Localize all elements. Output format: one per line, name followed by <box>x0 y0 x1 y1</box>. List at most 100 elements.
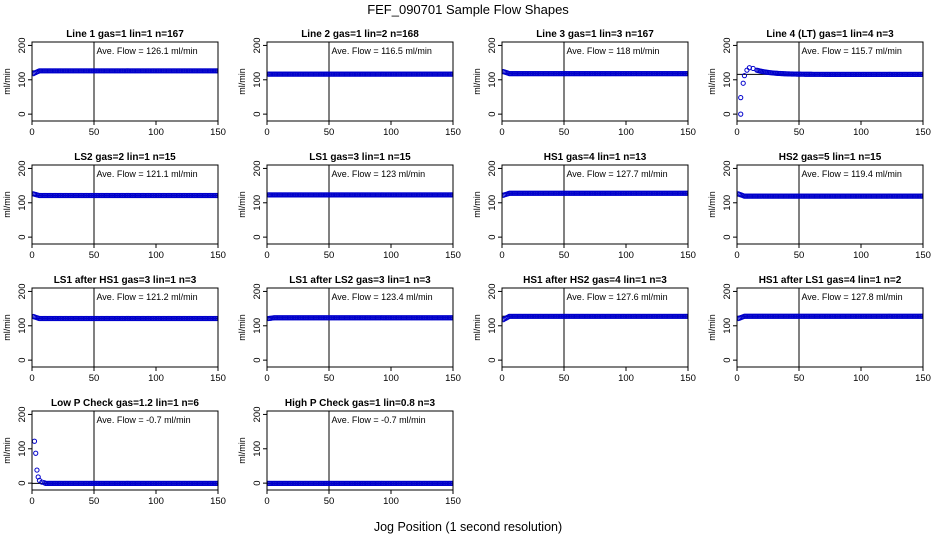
data-point <box>740 80 746 86</box>
panel-4: Line 4 (LT) gas=1 lin=4 n=3 ml/min Ave. Fl… <box>707 29 931 138</box>
panel-title: HS2 gas=5 lin=1 n=15 <box>779 152 882 163</box>
y-axis-label: ml/min <box>707 314 717 341</box>
x-tick-label: 50 <box>89 496 100 507</box>
y-tick-label: 0 <box>722 111 733 116</box>
x-tick-label: 0 <box>734 373 739 384</box>
y-tick-label: 100 <box>722 318 733 334</box>
panel-13: Low P Check gas=1.2 lin=1 n=6 ml/min Ave. … <box>2 398 226 507</box>
y-tick-label: 200 <box>722 161 733 177</box>
y-tick-label: 100 <box>17 441 28 457</box>
data-point <box>685 313 688 319</box>
x-tick-label: 150 <box>445 127 461 138</box>
figure-title: FEF_090701 Sample Flow Shapes <box>367 2 569 17</box>
x-tick-label: 0 <box>29 127 34 138</box>
data-points <box>32 438 218 486</box>
data-point <box>33 450 39 456</box>
plot-frame <box>266 287 454 368</box>
x-tick-label: 50 <box>324 373 335 384</box>
average-flow-annotation: Ave. Flow = -0.7 ml/min <box>331 415 425 425</box>
y-tick-label: 0 <box>17 111 28 116</box>
y-tick-label: 100 <box>252 72 263 88</box>
x-tick-label: 100 <box>148 250 164 261</box>
x-tick-label: 100 <box>853 373 869 384</box>
x-tick-label: 50 <box>794 373 805 384</box>
data-points <box>502 190 688 198</box>
panel-6: LS1 gas=3 lin=1 n=15 ml/min Ave. Flow = 12… <box>237 152 461 261</box>
panel-1: Line 1 gas=1 lin=1 n=167 ml/min Ave. Flow … <box>2 29 226 138</box>
y-tick-label: 200 <box>252 161 263 177</box>
x-tick-label: 0 <box>264 373 269 384</box>
x-tick-label: 0 <box>264 127 269 138</box>
data-points <box>267 480 453 486</box>
y-tick-label: 200 <box>487 161 498 177</box>
panel-12: HS1 after LS1 gas=4 lin=1 n=2 ml/min Ave. … <box>707 275 931 384</box>
average-flow-annotation: Ave. Flow = 115.7 ml/min <box>801 46 901 56</box>
x-tick-label: 50 <box>559 373 570 384</box>
data-points <box>737 191 923 199</box>
plot-frame <box>736 164 924 245</box>
x-tick-label: 150 <box>210 250 226 261</box>
y-tick-label: 100 <box>252 318 263 334</box>
x-tick-label: 150 <box>210 496 226 507</box>
plot-frame <box>736 41 924 122</box>
y-tick-label: 0 <box>487 111 498 116</box>
y-tick-label: 0 <box>17 357 28 362</box>
data-points <box>267 71 453 77</box>
x-tick-label: 100 <box>853 250 869 261</box>
x-tick-label: 150 <box>445 496 461 507</box>
panel-3: Line 3 gas=1 lin=3 n=167 ml/min Ave. Flow … <box>472 29 696 138</box>
panel-title: LS2 gas=2 lin=1 n=15 <box>74 152 176 163</box>
x-tick-label: 50 <box>324 250 335 261</box>
panel-2: Line 2 gas=1 lin=2 n=168 ml/min Ave. Flow … <box>237 29 461 138</box>
y-tick-label: 0 <box>252 234 263 239</box>
x-tick-label: 0 <box>264 496 269 507</box>
y-axis-label: ml/min <box>2 314 12 341</box>
data-point <box>34 467 40 473</box>
x-tick-label: 50 <box>794 127 805 138</box>
data-points <box>267 315 453 322</box>
panel-title: LS1 after LS2 gas=3 lin=1 n=3 <box>289 275 431 286</box>
data-point <box>32 438 38 444</box>
x-tick-label: 50 <box>324 496 335 507</box>
y-tick-label: 0 <box>252 111 263 116</box>
plot-frame <box>31 287 219 368</box>
y-tick-label: 200 <box>17 284 28 300</box>
y-tick-label: 200 <box>722 284 733 300</box>
data-point <box>920 313 923 319</box>
data-point <box>738 111 744 117</box>
y-tick-label: 100 <box>487 318 498 334</box>
data-points <box>502 68 688 77</box>
y-tick-label: 100 <box>487 195 498 211</box>
y-tick-label: 100 <box>722 195 733 211</box>
panel-9: LS1 after HS1 gas=3 lin=1 n=3 ml/min Ave. … <box>2 275 226 384</box>
average-flow-annotation: Ave. Flow = 127.6 ml/min <box>566 292 667 302</box>
data-points <box>32 191 218 199</box>
panel-14: High P Check gas=1 lin=0.8 n=3 ml/min Ave.… <box>237 398 461 507</box>
y-axis-label: ml/min <box>707 191 717 218</box>
x-tick-label: 0 <box>499 127 504 138</box>
x-tick-label: 150 <box>680 250 696 261</box>
x-tick-label: 0 <box>499 373 504 384</box>
average-flow-annotation: Ave. Flow = 123 ml/min <box>331 169 425 179</box>
plot-frame <box>266 410 454 491</box>
data-points <box>737 313 923 322</box>
x-tick-label: 150 <box>680 127 696 138</box>
data-points <box>502 313 688 323</box>
x-tick-label: 0 <box>734 250 739 261</box>
y-axis-label: ml/min <box>237 191 247 218</box>
y-tick-label: 0 <box>252 480 263 485</box>
x-tick-label: 100 <box>618 127 634 138</box>
average-flow-annotation: Ave. Flow = 123.4 ml/min <box>331 292 432 302</box>
y-axis-label: ml/min <box>237 68 247 95</box>
panel-title: HS1 after LS1 gas=4 lin=1 n=2 <box>759 275 902 286</box>
x-tick-label: 100 <box>853 127 869 138</box>
data-point <box>685 190 688 196</box>
x-tick-label: 0 <box>499 250 504 261</box>
panel-10: LS1 after LS2 gas=3 lin=1 n=3 ml/min Ave. … <box>237 275 461 384</box>
x-tick-label: 150 <box>680 373 696 384</box>
y-axis-label: ml/min <box>2 191 12 218</box>
x-tick-label: 0 <box>29 373 34 384</box>
x-tick-label: 50 <box>89 373 100 384</box>
data-points <box>738 65 923 117</box>
